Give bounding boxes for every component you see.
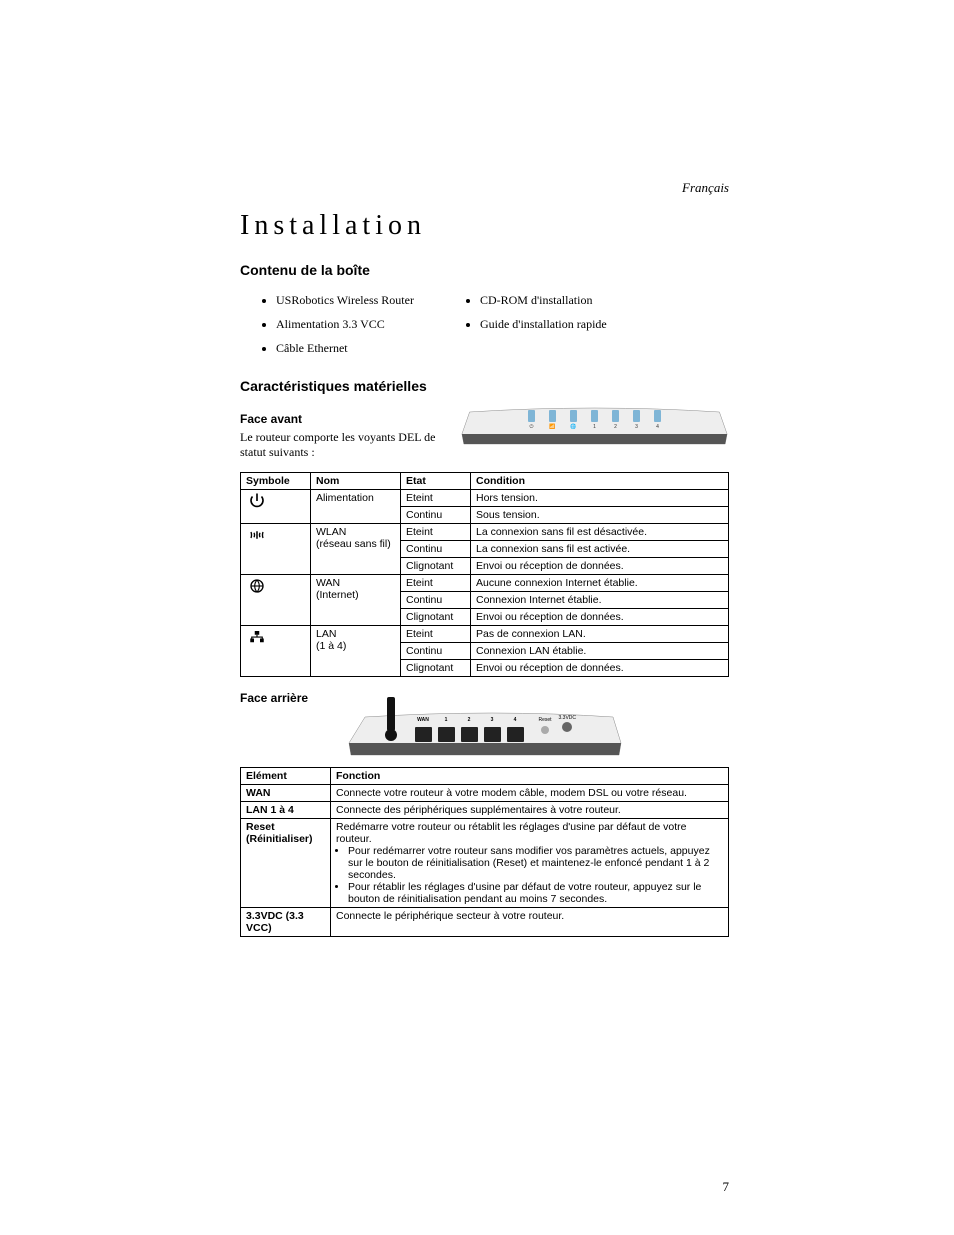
th-element: Elément (241, 768, 331, 785)
port-icon (438, 727, 455, 742)
list-item: CD-ROM d'installation (480, 288, 607, 312)
subsection-back: Face arrière (240, 691, 729, 705)
back-table: Elément Fonction WANConnecte votre route… (240, 767, 729, 937)
port-icon (461, 727, 478, 742)
table-row: WAN (Internet)EteintAucune connexion Int… (241, 575, 729, 592)
nom-cell: Alimentation (311, 490, 401, 524)
nom-cell: WAN (Internet) (311, 575, 401, 626)
table-row: LAN 1 à 4Connecte des périphériques supp… (241, 802, 729, 819)
led-icon (549, 410, 556, 422)
section-box-contents: Contenu de la boîte (240, 262, 729, 278)
power-label: 3.3VDC (559, 715, 577, 732)
antenna-icon (387, 697, 395, 731)
led-icon (591, 410, 598, 422)
th-condition: Condition (471, 473, 729, 490)
led-icon (570, 410, 577, 422)
table-row: Reset (Réinitialiser)Redémarre votre rou… (241, 819, 729, 908)
reset-button-icon (541, 726, 549, 734)
table-row: WANConnecte votre routeur à votre modem … (241, 785, 729, 802)
router-back-illustration: WAN1234 Reset 3.3VDC (345, 711, 625, 759)
led-icon (612, 410, 619, 422)
page-title: Installation (240, 210, 729, 242)
nom-cell: LAN (1 à 4) (311, 626, 401, 677)
port-icon (484, 727, 501, 742)
table-row: WLAN (réseau sans fil)EteintLa connexion… (241, 524, 729, 541)
list-item: Guide d'installation rapide (480, 312, 607, 336)
subsection-front: Face avant (240, 412, 450, 426)
th-fonction: Fonction (331, 768, 729, 785)
power-jack-icon (562, 722, 572, 732)
nom-cell: WLAN (réseau sans fil) (311, 524, 401, 575)
table-row: AlimentationEteintHors tension. (241, 490, 729, 507)
port-icon (415, 727, 432, 742)
th-etat: Etat (401, 473, 471, 490)
router-front-illustration: ⏻📶🌐1234 (460, 404, 729, 450)
list-item: Alimentation 3.3 VCC (276, 312, 414, 336)
th-nom: Nom (311, 473, 401, 490)
led-icon (528, 410, 535, 422)
lan-icon (241, 626, 311, 677)
led-icon (654, 410, 661, 422)
table-row: 3.3VDC (3.3 VCC)Connecte le périphérique… (241, 908, 729, 937)
wlan-icon (241, 524, 311, 575)
list-item: Câble Ethernet (276, 336, 414, 360)
status-table: Symbole Nom Etat Condition AlimentationE… (240, 472, 729, 677)
list-item: USRobotics Wireless Router (276, 288, 414, 312)
led-icon (633, 410, 640, 422)
front-intro-text: Le routeur comporte les voyants DEL de s… (240, 430, 450, 460)
section-features: Caractéristiques matérielles (240, 378, 729, 394)
table-row: LAN (1 à 4)EteintPas de connexion LAN. (241, 626, 729, 643)
language-label: Français (682, 180, 729, 196)
box-contents-lists: USRobotics Wireless RouterAlimentation 3… (240, 288, 729, 360)
power-icon (241, 490, 311, 524)
reset-label: Reset (539, 717, 552, 734)
wan-icon (241, 575, 311, 626)
page-number: 7 (723, 1179, 730, 1195)
th-symbole: Symbole (241, 473, 311, 490)
port-icon (507, 727, 524, 742)
